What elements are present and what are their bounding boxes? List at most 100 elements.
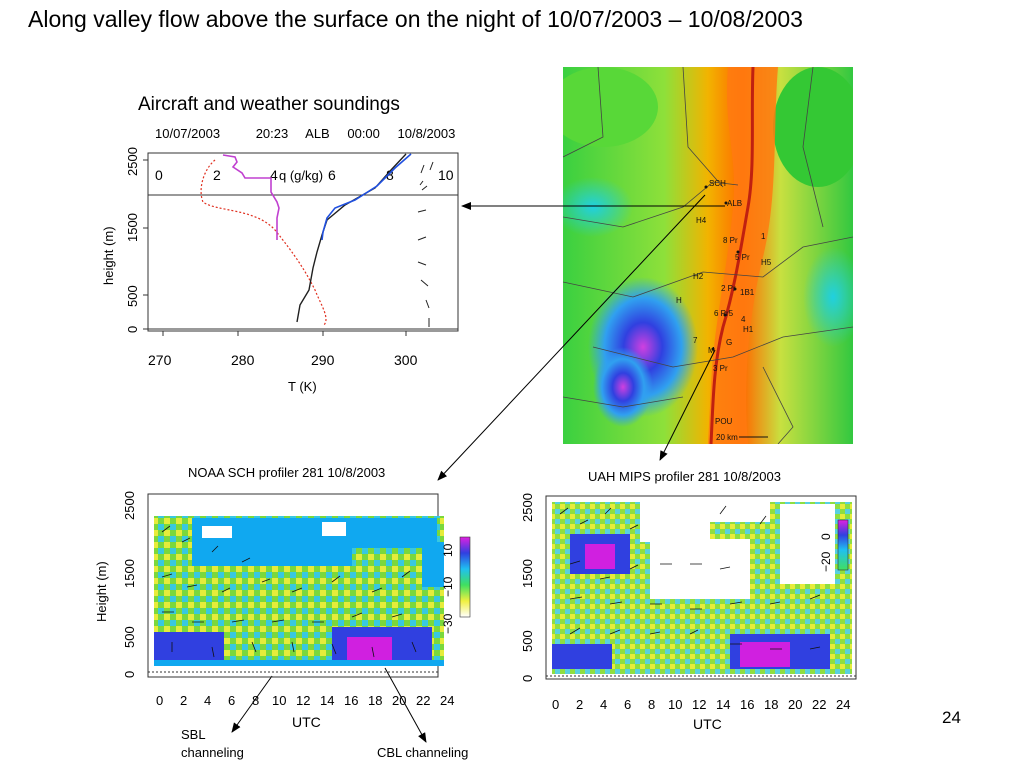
map-label-h1: H1 [743,325,754,334]
sounding-y-tick-2500: 2500 [125,147,140,176]
wind-barbs [417,161,434,327]
map-label-8pr: 8 Pr [723,236,738,245]
left-colorbar-tick-10: 10 [441,543,455,557]
right-x-tick: 8 [648,697,655,712]
map-label-h4: H4 [696,216,707,225]
map-label-h2: H2 [693,272,704,281]
right-x-tick: 14 [716,697,730,712]
sounding-x-tick-270: 270 [148,352,172,368]
left-x-tick: 16 [344,693,358,708]
right-x-tick: 20 [788,697,802,712]
sounding-y-tick-1500: 1500 [125,213,140,242]
slide-title: Along valley flow above the surface on t… [28,6,803,32]
left-x-tick: 8 [252,693,259,708]
t-aircraft-curve [321,153,412,241]
left-x-tick: 22 [416,693,430,708]
left-x-tick: 12 [296,693,310,708]
left-x-tick: 10 [272,693,286,708]
sounding-frame [147,152,459,332]
left-x-tick: 2 [180,693,187,708]
terrain-map: SCH ALB H4 8 Pr 1 5 Pr H5 H2 2 Pr 1B1 H … [563,67,853,444]
left-y-tick-2500: 2500 [122,491,137,520]
left-x-tick: 6 [228,693,235,708]
right-colorbar [837,519,849,571]
sbl-annotation: SBL channeling [181,726,244,762]
map-label-7: 7 [693,336,698,345]
q-sonde-curve [200,159,327,326]
right-x-tick: 2 [576,697,583,712]
right-profiler-barbs [559,505,821,650]
left-y-tick-1500: 1500 [122,559,137,588]
arrow-site-to-right-profiler [659,349,716,461]
q-tick-4: 4 [270,167,278,183]
hudson-river [709,67,755,444]
right-x-tick: 4 [600,697,607,712]
q-tick-10: 10 [438,167,454,183]
sounding-x-label: T (K) [288,379,317,394]
sounding-plot: 0 500 1500 2500 height (m) 270 280 290 3… [101,147,459,394]
left-y-label: Height (m) [94,561,109,622]
right-x-label: UTC [693,716,722,732]
map-label-pou: POU [715,417,733,426]
county-boundaries [563,67,853,444]
map-label-h5: H5 [761,258,772,267]
sounding-x-tick-300: 300 [394,352,418,368]
sounding-heading: Aircraft and weather soundings [138,94,400,115]
sounding-time-end: 00:00 [347,126,380,141]
cbl-annotation: CBL channeling [377,745,469,760]
map-label-alb: ALB [727,199,742,208]
map-label-1: 1 [761,232,766,241]
arrow-sch-to-left-profiler [437,194,706,481]
right-y-tick-1500: 1500 [520,559,535,588]
sounding-y-tick-500: 500 [125,285,140,307]
map-label-3pr: 3 Pr [713,364,728,373]
sounding-station: ALB [305,126,330,141]
left-y-tick-500: 500 [122,626,137,648]
map-site-markers [704,185,740,351]
left-colorbar [459,536,471,618]
left-profiler-field [154,516,444,666]
q-label: q (g/kg) [279,168,323,183]
slide-number: 24 [942,708,961,727]
left-x-tick: 14 [320,693,334,708]
q-tick-0: 0 [155,167,163,183]
right-x-tick: 10 [668,697,682,712]
left-colorbar-tick-neg10: −10 [441,576,455,597]
map-label-2pr: 2 Pr [721,284,736,293]
left-profiler-title: NOAA SCH profiler 281 10/8/2003 [188,465,386,480]
map-label-m: M [708,346,715,355]
map-label-5pr: 5 Pr [735,253,750,262]
q-aircraft-curve [222,154,280,240]
right-x-tick: 18 [764,697,778,712]
map-label-g: G [726,338,732,347]
right-y-tick-500: 500 [520,630,535,652]
left-x-tick: 0 [156,693,163,708]
map-label-scale: 20 km [716,433,738,442]
left-x-tick: 20 [392,693,406,708]
map-label-6pr5: 6 Pr5 [714,309,734,318]
sounding-date-end: 10/8/2003 [397,126,456,141]
right-profiler-title: UAH MIPS profiler 281 10/8/2003 [588,469,781,484]
map-label-1b1: 1B1 [740,288,755,297]
right-profiler-frame [545,495,857,680]
right-y-tick-2500: 2500 [520,493,535,522]
right-x-tick: 12 [692,697,706,712]
left-profiler-plot: 10 −10 −30 Height (m) 0 500 1500 2500 0 … [94,491,471,730]
sounding-date-start: 10/07/2003 [155,126,221,141]
right-profiler-plot: 0 −20 0 500 1500 2500 0 2 4 6 8 10 12 14… [520,493,857,732]
map-label-h: H [676,296,682,305]
left-y-tick-0: 0 [122,671,137,678]
right-y-tick-0: 0 [520,675,535,682]
sounding-x-tick-280: 280 [231,352,255,368]
arrow-cbl [384,667,427,743]
sounding-x-tick-290: 290 [311,352,335,368]
left-x-label: UTC [292,714,321,730]
sounding-time-start: 20:23 [255,126,289,141]
q-tick-2: 2 [213,167,221,183]
left-colorbar-tick-neg30: −30 [441,613,455,634]
left-x-tick: 4 [204,693,211,708]
left-profiler-barbs [161,525,417,658]
q-tick-8: 8 [386,167,394,183]
sounding-y-tick-0: 0 [125,326,140,333]
